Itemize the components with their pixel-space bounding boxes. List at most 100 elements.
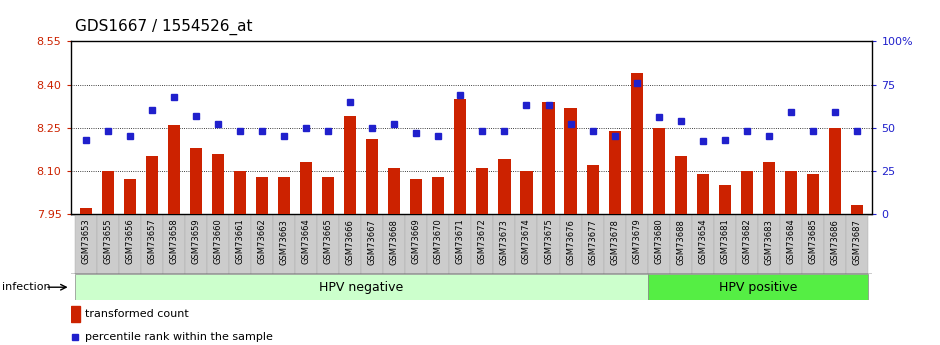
Bar xyxy=(229,214,251,274)
Bar xyxy=(367,139,378,214)
Bar xyxy=(300,162,312,214)
Text: GSM73676: GSM73676 xyxy=(566,219,575,265)
Text: GSM73675: GSM73675 xyxy=(544,219,553,265)
Bar xyxy=(762,162,775,214)
Bar xyxy=(384,214,405,274)
Text: GSM73672: GSM73672 xyxy=(478,219,487,265)
Bar xyxy=(339,214,361,274)
Text: GSM73665: GSM73665 xyxy=(323,219,333,265)
Text: GSM73668: GSM73668 xyxy=(390,219,399,265)
Bar xyxy=(713,214,736,274)
Bar xyxy=(542,102,555,214)
Bar xyxy=(75,214,97,274)
Text: GSM73658: GSM73658 xyxy=(169,219,179,265)
Bar xyxy=(361,214,384,274)
Bar xyxy=(692,214,713,274)
Bar xyxy=(780,214,802,274)
Bar xyxy=(274,214,295,274)
Text: GSM73653: GSM73653 xyxy=(82,219,90,265)
Bar xyxy=(322,177,335,214)
Bar xyxy=(405,214,428,274)
Text: GSM73664: GSM73664 xyxy=(302,219,311,265)
Text: GDS1667 / 1554526_at: GDS1667 / 1554526_at xyxy=(75,19,253,35)
Text: transformed count: transformed count xyxy=(85,309,189,318)
Text: GSM73656: GSM73656 xyxy=(125,219,134,265)
Bar xyxy=(582,214,603,274)
Bar xyxy=(559,214,582,274)
Text: GSM73671: GSM73671 xyxy=(456,219,465,265)
Bar xyxy=(498,159,510,214)
Text: GSM73663: GSM73663 xyxy=(280,219,289,265)
Bar xyxy=(388,168,400,214)
Bar xyxy=(829,128,841,214)
Text: GSM73686: GSM73686 xyxy=(830,219,839,265)
Text: GSM73687: GSM73687 xyxy=(853,219,861,265)
Bar xyxy=(823,214,846,274)
Bar xyxy=(344,116,356,214)
Bar xyxy=(97,214,119,274)
Bar xyxy=(185,214,207,274)
Text: GSM73673: GSM73673 xyxy=(500,219,509,265)
Text: GSM73679: GSM73679 xyxy=(632,219,641,265)
Bar xyxy=(587,165,599,214)
Bar xyxy=(851,205,863,214)
Bar xyxy=(669,214,692,274)
Bar xyxy=(190,148,202,214)
Text: GSM73662: GSM73662 xyxy=(258,219,267,265)
Bar xyxy=(736,214,758,274)
Text: GSM73678: GSM73678 xyxy=(610,219,619,265)
Bar xyxy=(494,214,515,274)
Bar xyxy=(565,108,576,214)
Bar xyxy=(697,174,709,214)
Bar xyxy=(538,214,559,274)
Text: GSM73667: GSM73667 xyxy=(368,219,377,265)
Text: GSM73661: GSM73661 xyxy=(236,219,244,265)
Bar xyxy=(70,306,80,322)
Bar xyxy=(626,214,648,274)
Bar xyxy=(256,177,268,214)
Text: infection: infection xyxy=(2,282,51,292)
Bar xyxy=(515,214,538,274)
Bar xyxy=(168,125,180,214)
Bar xyxy=(102,171,114,214)
Text: GSM73670: GSM73670 xyxy=(434,219,443,265)
Bar xyxy=(410,179,422,214)
Text: GSM73683: GSM73683 xyxy=(764,219,774,265)
Bar xyxy=(295,214,317,274)
Bar xyxy=(648,214,669,274)
Bar xyxy=(631,73,643,214)
Bar xyxy=(675,156,687,214)
Text: GSM73669: GSM73669 xyxy=(412,219,421,265)
Bar xyxy=(212,154,224,214)
Text: GSM73677: GSM73677 xyxy=(588,219,597,265)
Bar xyxy=(807,174,819,214)
Text: HPV negative: HPV negative xyxy=(320,281,403,294)
Bar xyxy=(251,214,274,274)
Text: GSM73688: GSM73688 xyxy=(676,219,685,265)
Text: GSM73654: GSM73654 xyxy=(698,219,707,264)
Bar xyxy=(608,130,620,214)
Bar xyxy=(317,214,339,274)
Bar xyxy=(75,274,648,300)
Bar xyxy=(207,214,229,274)
Bar xyxy=(278,177,290,214)
Bar xyxy=(652,128,665,214)
Bar xyxy=(648,274,868,300)
Text: GSM73681: GSM73681 xyxy=(720,219,729,265)
Text: HPV positive: HPV positive xyxy=(718,281,797,294)
Text: GSM73657: GSM73657 xyxy=(148,219,156,265)
Bar xyxy=(124,179,136,214)
Bar xyxy=(234,171,246,214)
Bar xyxy=(428,214,449,274)
Bar xyxy=(785,171,797,214)
Text: percentile rank within the sample: percentile rank within the sample xyxy=(85,332,273,342)
Bar xyxy=(521,171,533,214)
Bar xyxy=(477,168,489,214)
Bar xyxy=(603,214,626,274)
Bar xyxy=(846,214,868,274)
Text: GSM73666: GSM73666 xyxy=(346,219,354,265)
Text: GSM73682: GSM73682 xyxy=(743,219,751,265)
Bar xyxy=(741,171,753,214)
Text: GSM73680: GSM73680 xyxy=(654,219,663,265)
Bar xyxy=(141,214,163,274)
